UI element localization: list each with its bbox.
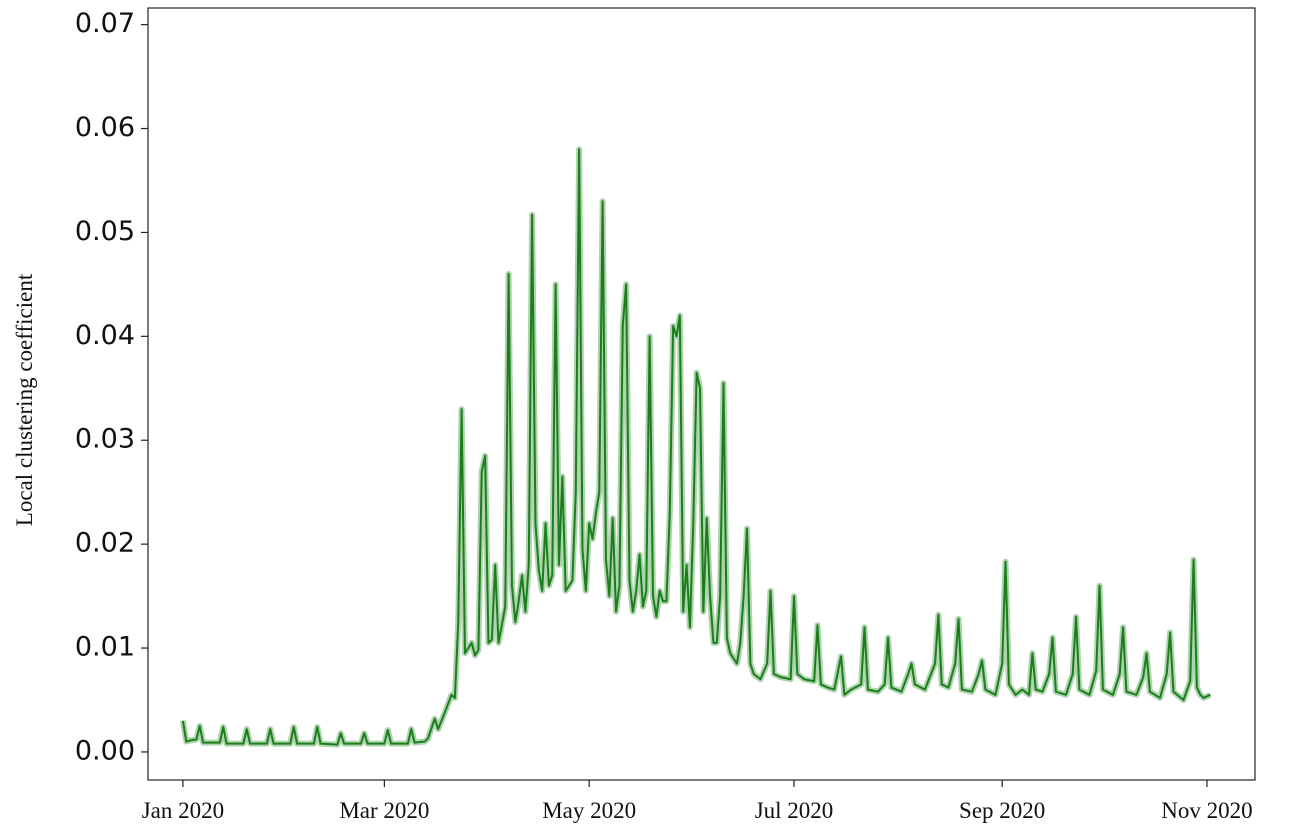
x-tick-label: Nov 2020 <box>1161 798 1252 823</box>
x-tick-label: May 2020 <box>542 798 636 823</box>
x-tick-label: Jul 2020 <box>755 798 834 823</box>
line-band <box>179 146 1212 748</box>
x-tick-label: Mar 2020 <box>339 798 429 823</box>
y-tick-label: 0.04 <box>75 320 135 351</box>
y-tick-label: 0.03 <box>75 424 135 455</box>
y-tick-label: 0.02 <box>75 528 135 559</box>
plot-frame <box>147 7 1256 781</box>
y-tick-label: 0.00 <box>75 735 135 766</box>
y-tick-label: 0.07 <box>75 8 135 39</box>
y-tick-label: 0.05 <box>75 216 135 247</box>
line <box>181 148 1211 746</box>
x-tick-label: Jan 2020 <box>142 798 224 823</box>
y-tick-label: 0.06 <box>75 112 135 143</box>
y-tick-label: 0.01 <box>75 632 135 663</box>
x-tick-label: Sep 2020 <box>959 798 1045 823</box>
y-axis-label: Local clustering coefficient <box>12 273 37 526</box>
